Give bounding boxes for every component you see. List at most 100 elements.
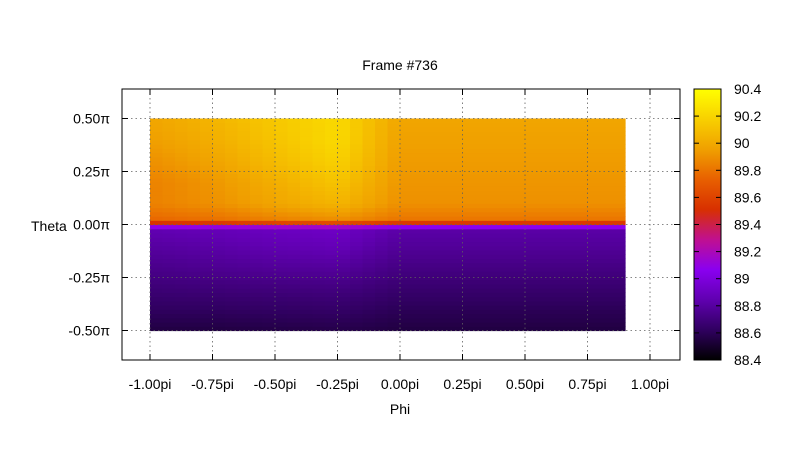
- y-tick-label: 0.50π: [73, 111, 110, 127]
- heatmap-cell: [375, 313, 389, 319]
- heatmap-cell: [262, 156, 276, 162]
- heatmap-cell: [487, 173, 501, 179]
- colorbar-tick-label: 90.4: [734, 81, 761, 97]
- heatmap-cell: [587, 279, 601, 285]
- heatmap-cell: [350, 317, 364, 323]
- heatmap-cell: [375, 296, 389, 302]
- heatmap-cell: [612, 190, 626, 196]
- heatmap-cell: [325, 292, 339, 298]
- heatmap-cell: [262, 322, 276, 327]
- heatmap-cell: [350, 326, 364, 332]
- heatmap-cell: [275, 220, 289, 226]
- heatmap-cell: [225, 296, 239, 302]
- heatmap-cell: [212, 326, 226, 332]
- heatmap-cell: [525, 317, 539, 323]
- heatmap-cell: [462, 173, 476, 179]
- heatmap-cell: [400, 143, 414, 149]
- heatmap-cell: [287, 160, 301, 166]
- heatmap-cell: [587, 135, 601, 141]
- heatmap-cell: [300, 305, 314, 310]
- heatmap-cell: [375, 249, 389, 255]
- heatmap-cell: [412, 118, 426, 124]
- heatmap-cell: [300, 309, 314, 315]
- heatmap-cell: [575, 326, 589, 332]
- heatmap-cell: [262, 220, 276, 226]
- heatmap-cell: [275, 169, 289, 175]
- heatmap-cell: [162, 317, 176, 323]
- heatmap-cell: [237, 241, 251, 247]
- heatmap-cell: [312, 292, 326, 298]
- heatmap-cell: [187, 258, 201, 264]
- heatmap-cell: [337, 266, 351, 272]
- heatmap-cell: [300, 237, 314, 243]
- heatmap-cell: [250, 190, 264, 196]
- heatmap-cell: [237, 182, 251, 187]
- heatmap-cell: [512, 322, 526, 327]
- heatmap-cell: [287, 199, 301, 204]
- heatmap-cell: [175, 241, 189, 247]
- heatmap-cell: [187, 300, 201, 306]
- heatmap-cell: [462, 122, 476, 128]
- heatmap-cell: [500, 148, 514, 154]
- heatmap-cell: [387, 173, 401, 179]
- heatmap-cell: [500, 203, 514, 209]
- heatmap-cell: [575, 177, 589, 183]
- heatmap-cell: [250, 232, 264, 238]
- heatmap-cell: [275, 228, 289, 234]
- heatmap-cell: [600, 139, 614, 145]
- heatmap-cell: [150, 173, 164, 179]
- heatmap-cell: [325, 126, 339, 132]
- heatmap-cell: [387, 326, 401, 332]
- heatmap-cell: [412, 271, 426, 276]
- heatmap-cell: [462, 165, 476, 170]
- heatmap-cell: [537, 169, 551, 175]
- heatmap-cell: [275, 165, 289, 170]
- heatmap-cell: [225, 326, 239, 332]
- heatmap-cell: [287, 224, 301, 230]
- heatmap-cell: [212, 203, 226, 209]
- heatmap-cell: [562, 245, 576, 251]
- heatmap-cell: [300, 220, 314, 226]
- heatmap-cell: [262, 160, 276, 166]
- heatmap-cell: [150, 224, 164, 230]
- heatmap-cell: [450, 317, 464, 323]
- heatmap-cell: [200, 262, 214, 268]
- heatmap-cell: [287, 220, 301, 226]
- heatmap-cell: [325, 300, 339, 306]
- heatmap-cell: [262, 211, 276, 217]
- heatmap-cell: [387, 266, 401, 272]
- heatmap-cell: [237, 258, 251, 264]
- heatmap-cell: [337, 131, 351, 137]
- heatmap-cell: [187, 135, 201, 141]
- heatmap-cell: [175, 237, 189, 243]
- heatmap-cell: [475, 156, 489, 162]
- heatmap-cell: [362, 313, 376, 319]
- heatmap-cell: [250, 271, 264, 276]
- heatmap-cell: [587, 258, 601, 264]
- heatmap-cell: [287, 139, 301, 145]
- heatmap-cell: [537, 322, 551, 327]
- heatmap-cell: [362, 317, 376, 323]
- heatmap-cell: [325, 271, 339, 276]
- heatmap-cell: [250, 241, 264, 247]
- heatmap-cell: [512, 182, 526, 187]
- heatmap-cell: [587, 245, 601, 251]
- heatmap-cell: [612, 220, 626, 226]
- heatmap-cell: [362, 173, 376, 179]
- heatmap-cell: [512, 139, 526, 145]
- heatmap-cell: [312, 143, 326, 149]
- heatmap-cell: [375, 190, 389, 196]
- heatmap-cell: [475, 262, 489, 268]
- heatmap-cell: [362, 258, 376, 264]
- heatmap-cell: [225, 271, 239, 276]
- heatmap-cell: [550, 245, 564, 251]
- heatmap-cell: [362, 207, 376, 213]
- heatmap-cell: [462, 237, 476, 243]
- heatmap-cell: [537, 126, 551, 132]
- heatmap-cell: [387, 292, 401, 298]
- heatmap-cell: [612, 148, 626, 154]
- heatmap-cell: [562, 305, 576, 310]
- heatmap-cell: [525, 288, 539, 293]
- heatmap-cell: [250, 254, 264, 260]
- heatmap-cell: [312, 194, 326, 200]
